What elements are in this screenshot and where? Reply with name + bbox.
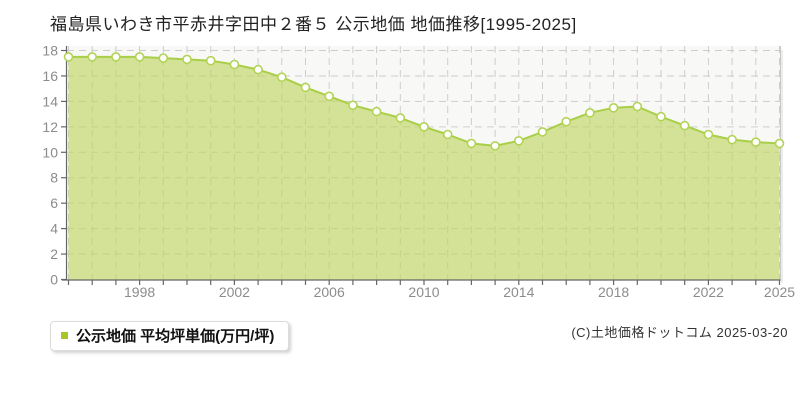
data-point[interactable] (300, 82, 311, 93)
data-point[interactable] (703, 129, 714, 140)
x-tick-label: 2010 (408, 284, 439, 300)
y-tick-label: 4 (50, 221, 58, 237)
y-tick-label: 18 (42, 43, 58, 59)
data-point[interactable] (253, 64, 263, 75)
page-title: 福島県いわき市平赤井字田中２番５ 公示地価 地価推移[1995-2025] (50, 15, 577, 34)
legend: 公示地価 平均坪単価(万円/坪) (50, 321, 290, 351)
data-point[interactable] (466, 138, 477, 149)
data-point[interactable] (442, 129, 453, 140)
data-point[interactable] (205, 55, 216, 66)
data-point[interactable] (182, 54, 192, 65)
y-tick-label: 8 (50, 170, 58, 186)
data-point[interactable] (656, 111, 666, 122)
data-point[interactable] (608, 103, 619, 113)
copyright-text: (C)土地価格ドットコム 2025-03-20 (571, 325, 788, 340)
data-point[interactable] (585, 108, 595, 118)
data-point[interactable] (276, 72, 287, 82)
y-tick-label: 10 (42, 144, 58, 160)
x-tick-label: 2002 (219, 284, 250, 300)
data-point[interactable] (134, 52, 145, 62)
data-point[interactable] (419, 122, 429, 132)
data-point[interactable] (750, 137, 761, 147)
data-point[interactable] (324, 91, 335, 102)
x-tick-label: 1998 (124, 284, 155, 300)
data-point[interactable] (632, 101, 643, 112)
data-point[interactable] (158, 53, 169, 63)
data-point[interactable] (679, 120, 690, 131)
y-tick-label: 16 (42, 68, 58, 84)
data-point[interactable] (513, 136, 524, 146)
data-point[interactable] (371, 106, 382, 117)
y-tick-label: 2 (50, 246, 58, 262)
data-point[interactable] (561, 116, 572, 127)
x-tick-label: 2006 (314, 284, 345, 300)
legend-marker-icon (61, 332, 68, 339)
data-point[interactable] (348, 100, 358, 110)
data-point[interactable] (63, 52, 74, 62)
x-tick-label: 2022 (693, 284, 724, 300)
x-tick-label: 2025 (764, 284, 795, 300)
x-tick-label: 2018 (598, 284, 629, 300)
data-point[interactable] (537, 127, 548, 137)
data-point[interactable] (490, 141, 500, 151)
data-point[interactable] (727, 134, 737, 145)
legend-label: 公示地価 平均坪単価(万円/坪) (76, 328, 275, 345)
data-point[interactable] (395, 113, 406, 123)
data-point[interactable] (229, 59, 240, 70)
data-point[interactable] (111, 52, 121, 62)
y-tick-label: 12 (42, 119, 58, 135)
y-tick-label: 0 (50, 272, 58, 288)
data-point[interactable] (774, 138, 785, 149)
y-tick-label: 14 (42, 93, 58, 109)
x-tick-label: 2014 (503, 284, 534, 300)
data-point[interactable] (87, 52, 97, 62)
y-tick-label: 6 (50, 195, 58, 211)
